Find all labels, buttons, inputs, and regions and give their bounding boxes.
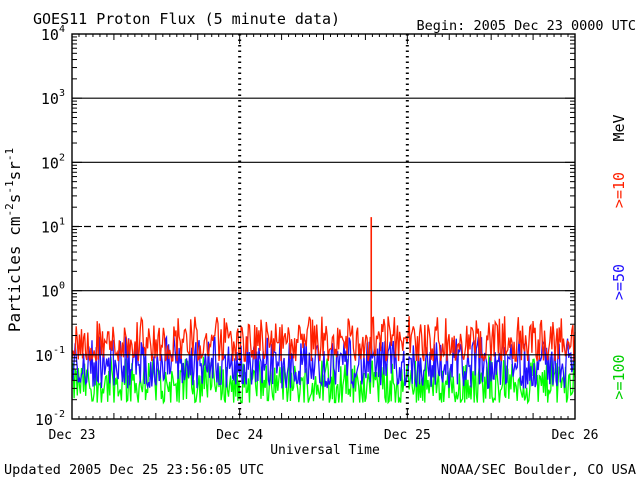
y-tick-label: 10-2	[35, 409, 65, 429]
plot-area: 10-2 10-1 100 101 102 103 104 Dec 23 Dec 24 Dec 2…	[35, 24, 599, 443]
chart-title: GOES11 Proton Flux (5 minute data)	[33, 10, 340, 28]
y-tick-label: 104	[41, 24, 65, 44]
series-line-2	[71, 354, 576, 405]
x-tick-label: Dec 25	[384, 428, 431, 443]
x-axis-label: Universal Time	[270, 443, 380, 458]
begin-date: Begin: 2005 Dec 23 0000 UTC	[417, 18, 636, 34]
y-tick-label: 101	[41, 217, 65, 237]
credit-text: NOAA/SEC Boulder, CO USA	[441, 462, 636, 478]
y-axis-label: Particles cm-2s-1sr-1	[3, 148, 24, 332]
x-tick-label: Dec 24	[216, 428, 263, 443]
legend-ge10: >=10	[610, 172, 628, 208]
y-tick-label: 103	[41, 88, 65, 108]
series-line-1	[71, 334, 576, 390]
legend-ge100: >=100	[610, 354, 628, 399]
y-tick-label: 100	[41, 281, 65, 301]
legend-ge50: >=50	[610, 264, 628, 300]
x-tick-label: Dec 23	[49, 428, 96, 443]
updated-timestamp: Updated 2005 Dec 25 23:56:05 UTC	[4, 462, 264, 478]
y-tick-label: 10-1	[35, 345, 65, 365]
x-tick-label: Dec 26	[552, 428, 599, 443]
series-line-0	[71, 315, 576, 362]
y-tick-label: 102	[41, 152, 65, 172]
energy-unit-label: MeV	[610, 114, 628, 141]
